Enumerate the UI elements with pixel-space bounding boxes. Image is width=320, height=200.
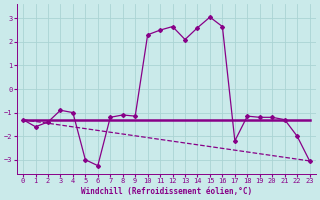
X-axis label: Windchill (Refroidissement éolien,°C): Windchill (Refroidissement éolien,°C) <box>81 187 252 196</box>
